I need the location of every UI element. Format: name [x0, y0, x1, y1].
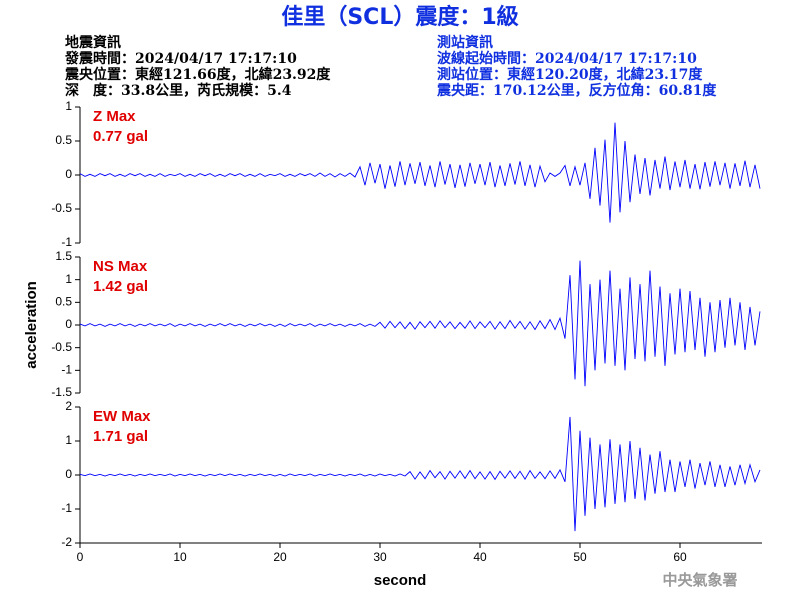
x-tick-label: 50 [573, 550, 587, 564]
y-tick-label: -0.5 [51, 201, 72, 215]
y-tick-label: -1.5 [51, 385, 72, 399]
y-tick-label: 1 [65, 272, 72, 286]
y-tick-label: 0.5 [55, 133, 72, 147]
waveform [79, 416, 761, 532]
chart-title: 佳里（SCL）震度：1級 [281, 4, 518, 30]
x-tick-label: 10 [173, 550, 187, 564]
y-tick-label: 1 [65, 433, 72, 447]
y-tick-label: 1 [65, 99, 72, 113]
annotation: 1.71 gal [93, 428, 148, 445]
x-tick-label: 0 [77, 550, 84, 564]
x-axis-label: second [374, 572, 427, 589]
x-tick-label: 40 [473, 550, 487, 564]
x-tick-label: 30 [373, 550, 387, 564]
y-tick-label: -1 [61, 235, 72, 249]
y-tick-label: 0 [65, 167, 72, 181]
y-tick-label: -0.5 [51, 340, 72, 354]
y-tick-label: -1 [61, 363, 72, 377]
y-tick-label: 0.5 [55, 295, 72, 309]
annotation: 1.42 gal [93, 278, 148, 295]
info-left: 發震時間：2024/04/17 17:17:10 [64, 50, 297, 67]
annotation: Z Max [93, 108, 136, 125]
waveform [79, 260, 761, 387]
footer: 中央氣象署 [662, 571, 737, 589]
x-tick-label: 20 [273, 550, 287, 564]
annotation: EW Max [93, 408, 151, 425]
info-right: 震央距：170.12公里，反方位角：60.81度 [436, 82, 717, 99]
x-tick-label: 60 [673, 550, 687, 564]
y-tick-label: -2 [61, 535, 72, 549]
info-left: 深 度：33.8公里，芮氏規模：5.4 [65, 82, 292, 99]
info-right: 測站資訊 [437, 34, 493, 51]
y-tick-label: 1.5 [55, 249, 72, 263]
info-left: 地震資訊 [65, 34, 121, 51]
annotation: NS Max [93, 258, 148, 275]
y-axis-label: acceleration [23, 281, 40, 369]
info-right: 波線起始時間：2024/04/17 17:17:10 [437, 50, 697, 67]
waveform [79, 122, 761, 223]
y-tick-label: 2 [65, 399, 72, 413]
y-tick-label: 0 [65, 317, 72, 331]
info-right: 測站位置：東經120.20度，北緯23.17度 [437, 66, 703, 83]
y-tick-label: -1 [61, 501, 72, 515]
y-tick-label: 0 [65, 467, 72, 481]
annotation: 0.77 gal [93, 128, 148, 145]
info-left: 震央位置：東經121.66度，北緯23.92度 [64, 66, 331, 83]
